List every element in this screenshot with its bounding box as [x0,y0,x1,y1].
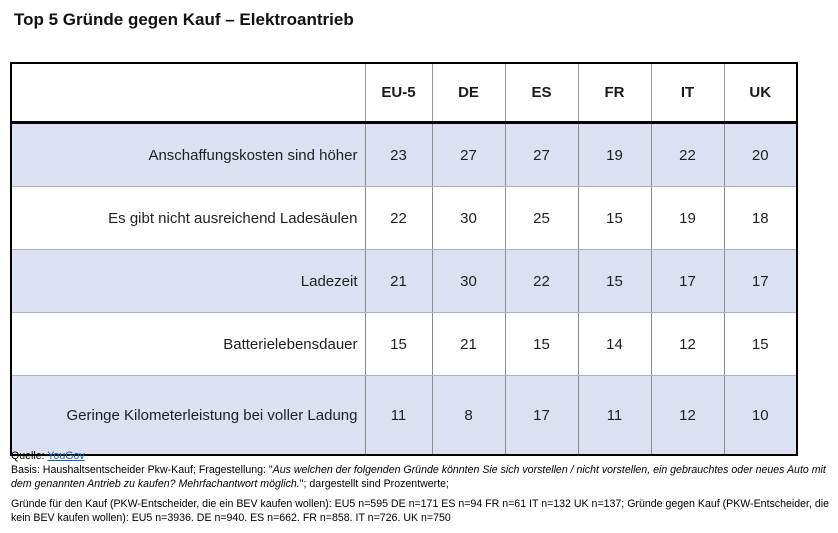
table-cell: 17 [723,249,798,313]
table-cell: 30 [431,249,506,313]
table-cell: 21 [364,249,433,313]
row-label: Anschaffungskosten sind höher [10,122,366,187]
table-cell: 19 [650,186,725,250]
basis-text: Basis: Haushaltsentscheider Pkw-Kauf; Fr… [11,464,273,477]
table-cell: 15 [577,186,652,250]
data-table: EU-5 DE ES FR IT UK Anschaffungskosten s… [10,62,798,456]
column-header-es: ES [504,62,579,124]
corner-cell [10,62,366,124]
table-cell: 18 [723,186,798,250]
column-header-de: DE [431,62,506,124]
table-cell: 15 [504,312,579,376]
table-cell: 15 [364,312,433,376]
table-cell: 25 [504,186,579,250]
table-row: Anschaffungskosten sind höher 23 27 27 1… [10,122,798,187]
table-cell: 14 [577,312,652,376]
table-cell: 21 [431,312,506,376]
table-cell: 12 [650,312,725,376]
row-label: Ladezeit [10,249,366,313]
table-cell: 15 [723,312,798,376]
row-label: Batterielebensdauer [10,312,366,376]
table-cell: 12 [650,375,725,456]
table-cell: 17 [504,375,579,456]
footnotes: Quelle: YouGov Basis: Haushaltsentscheid… [11,449,831,525]
basis-line: Basis: Haushaltsentscheider Pkw-Kauf; Fr… [11,463,831,491]
source-label: Quelle: [11,450,45,462]
table-cell: 27 [504,122,579,187]
page-title: Top 5 Gründe gegen Kauf – Elektroantrieb [14,10,354,29]
table-cell: 22 [650,122,725,187]
table-cell: 19 [577,122,652,187]
row-label: Geringe Kilometerleistung bei voller Lad… [10,375,366,456]
table-cell: 15 [577,249,652,313]
table-cell: 20 [723,122,798,187]
row-label: Es gibt nicht ausreichend Ladesäulen [10,186,366,250]
table-row: Es gibt nicht ausreichend Ladesäulen 22 … [10,186,798,250]
table-cell: 22 [364,186,433,250]
question-text: Aus welchen der folgenden Gründe könnten… [11,464,826,491]
table-cell: 17 [650,249,725,313]
table-cell: 23 [364,122,433,187]
table-cell: 8 [431,375,506,456]
table-cell: 11 [577,375,652,456]
source-link[interactable]: YouGov [47,450,85,462]
column-header-eu5: EU-5 [364,62,433,124]
table-cell: 11 [364,375,433,456]
basis-suffix: "; dargestellt sind Prozentwerte; [299,478,449,491]
table-row: Batterielebensdauer 15 21 15 14 12 15 [10,312,798,376]
sample-size-line: Gründe für den Kauf (PKW-Entscheider, di… [11,497,829,524]
column-header-it: IT [650,62,725,124]
table-row: Ladezeit 21 30 22 15 17 17 [10,249,798,313]
column-header-uk: UK [723,62,798,124]
column-header-fr: FR [577,62,652,124]
table-cell: 30 [431,186,506,250]
table-cell: 10 [723,375,798,456]
table-row: Geringe Kilometerleistung bei voller Lad… [10,375,798,456]
header-row: EU-5 DE ES FR IT UK [10,62,798,124]
table-cell: 22 [504,249,579,313]
source-line: Quelle: YouGov [11,449,831,463]
table-cell: 27 [431,122,506,187]
